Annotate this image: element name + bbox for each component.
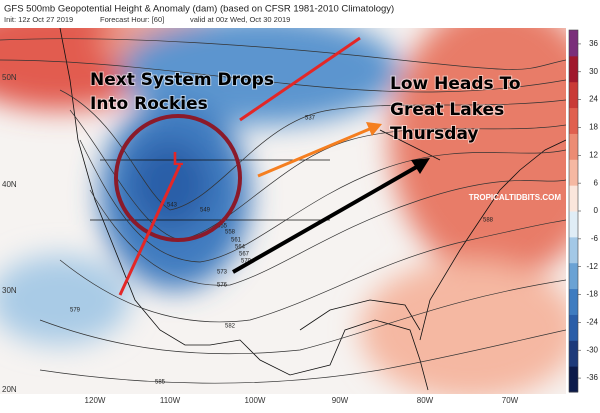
orange-arrow-head [366, 122, 382, 136]
trough-circle [114, 114, 242, 242]
colorbar-tick-label: -30 [586, 345, 598, 354]
colorbar-segment [569, 159, 578, 186]
colorbar-segment [569, 55, 578, 83]
contour-label: 537 [305, 116, 316, 122]
colorbar-tick-label: 6 [594, 178, 599, 187]
colorbar-segment [569, 107, 578, 134]
credit: TROPICALTIDBITS.COM [469, 193, 562, 202]
latitude-label: 50N [2, 73, 17, 82]
annotation: Next System Drops [90, 70, 274, 90]
coastlines [59, 28, 566, 391]
anomaly-field [0, 28, 566, 394]
colorbar-tick-label: 12 [589, 150, 598, 159]
height-contours [0, 38, 566, 384]
annotation: Low Heads To [390, 74, 521, 94]
contour-label: 588 [483, 218, 494, 224]
contour-label: 567 [239, 252, 250, 258]
colorbar-tick-label: -24 [586, 317, 598, 326]
graticule-labels: 50N 40N 30N 20N 120W 110W 100W 90W 80W 70W [2, 73, 519, 405]
longitude-label: 70W [502, 396, 519, 405]
colorbar-tick-label: 30 [589, 67, 598, 76]
colorbar-segment [569, 185, 578, 212]
colorbar-tick-label: 18 [589, 123, 598, 132]
annotation: Thursday [390, 124, 479, 144]
colorbar-segment [569, 262, 578, 290]
contour-label: 564 [235, 245, 246, 251]
colorbar-tick-label: -12 [586, 262, 598, 271]
longitude-label: 110W [160, 396, 181, 405]
colorbar-tick-label: -6 [591, 234, 599, 243]
longitude-label: 80W [417, 396, 434, 405]
map-title: GFS 500mb Geopotential Height & Anomaly … [4, 4, 394, 15]
contour-label: 549 [200, 208, 211, 214]
valid-time: valid at 00z Wed, Oct 30 2019 [190, 15, 290, 24]
colorbar-tick-label: -18 [586, 290, 598, 299]
red-axis-line [239, 36, 361, 122]
init-time: Init: 12z Oct 27 2019 [4, 15, 73, 24]
contour-label: 561 [231, 238, 242, 244]
contour-label: 570 [241, 259, 252, 265]
colorbar-tick-label: 24 [589, 95, 598, 104]
colorbar-segment [569, 340, 578, 367]
black-arrow-head [411, 158, 430, 174]
contour-label: 579 [70, 308, 81, 314]
colorbar-segment [569, 211, 578, 238]
black-arrow [232, 163, 421, 274]
colorbar: 36 30 24 18 12 6 0 -6 -12 -18 -24 -30 -36 [568, 29, 599, 393]
contour-label: 576 [217, 283, 228, 289]
longitude-label: 100W [245, 396, 266, 405]
colorbar-segment [569, 314, 578, 341]
colorbar-segment [569, 30, 578, 57]
contour-label: 582 [225, 324, 236, 330]
colorbar-segment [569, 236, 578, 264]
colorbar-segment [569, 133, 578, 160]
colorbar-segment [569, 366, 578, 393]
red-axis-line [118, 164, 182, 296]
colorbar-segment [569, 288, 578, 315]
annotation: Great Lakes [390, 100, 504, 120]
longitude-label: 120W [85, 396, 106, 405]
orange-arrow [257, 126, 373, 178]
contour-label: 555 [217, 224, 228, 230]
colorbar-tick-label: -36 [586, 373, 598, 382]
longitude-label: 90W [332, 396, 349, 405]
forecast-hour: Forecast Hour: [60] [100, 15, 164, 24]
colorbar-tick-label: 36 [589, 39, 598, 48]
contour-label: 543 [167, 203, 178, 209]
latitude-label: 40N [2, 180, 17, 189]
colorbar-segment [569, 81, 578, 109]
contour-label: 558 [225, 230, 236, 236]
contour-label: 585 [155, 380, 166, 386]
colorbar-tick-label: 0 [594, 206, 599, 215]
low-marker: L [173, 149, 184, 169]
latitude-label: 20N [2, 385, 17, 394]
annotation: Into Rockies [90, 94, 208, 114]
latitude-label: 30N [2, 286, 17, 295]
contour-label: 573 [217, 270, 228, 276]
